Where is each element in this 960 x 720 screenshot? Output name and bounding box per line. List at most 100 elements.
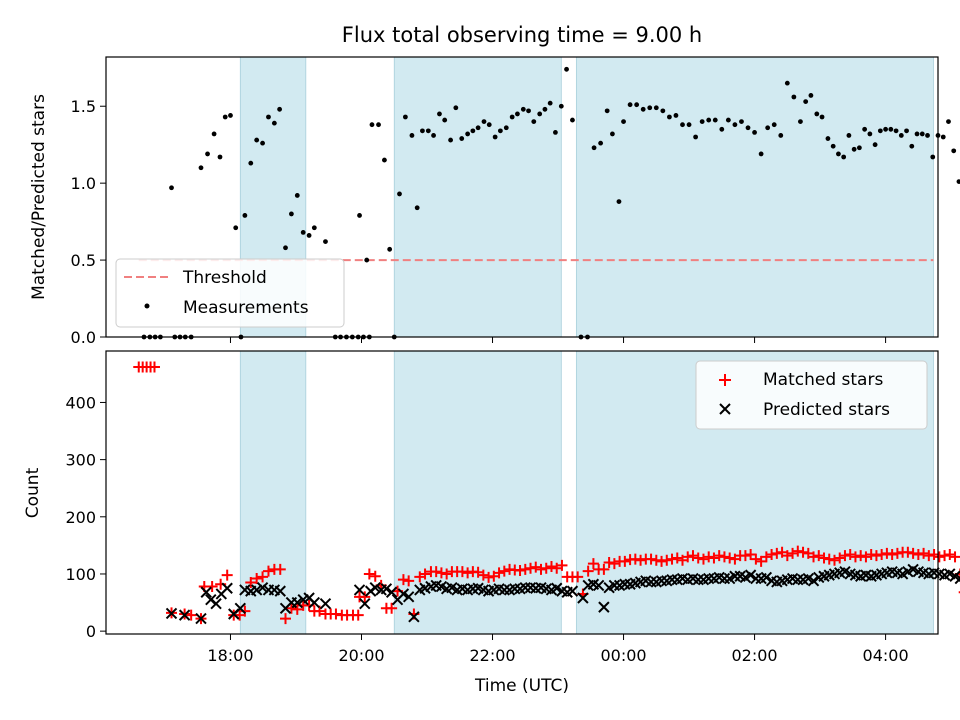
bottom-legend: Matched stars Predicted stars — [695, 360, 928, 430]
matched-star-point — [739, 550, 751, 562]
measurement-point — [846, 133, 852, 138]
matched-star-point — [823, 553, 835, 565]
matched-star-point — [828, 554, 840, 566]
measurement-point — [739, 119, 744, 125]
x-tick-label: 22:00 — [469, 646, 515, 665]
legend-threshold-label: Threshold — [182, 268, 267, 288]
matched-star-point — [724, 552, 736, 564]
predicted-star-point — [359, 597, 371, 610]
predicted-star-point — [498, 584, 511, 596]
matched-star-point — [441, 568, 453, 580]
matched-star-point — [708, 552, 720, 564]
matched-star-point — [687, 550, 699, 562]
measurement-point — [465, 131, 471, 137]
measurement-point — [323, 239, 328, 245]
top-legend: Threshold Measurements — [115, 258, 345, 328]
x-tick-label: 02:00 — [732, 646, 778, 665]
legend-measurements-label: Measurements — [183, 298, 309, 318]
measurement-point — [888, 126, 894, 132]
top-y-tick-label: 0.5 — [71, 251, 96, 270]
measurement-point — [492, 134, 498, 140]
chart-title: Flux total observing time = 9.00 h — [342, 23, 702, 47]
measurement-point — [198, 165, 204, 171]
matched-star-point — [839, 550, 851, 562]
matched-star-point — [330, 608, 342, 620]
x-tick-label: 20:00 — [338, 646, 384, 665]
measurement-point — [254, 137, 260, 143]
predicted-star-point — [397, 588, 410, 600]
measurement-point — [558, 103, 564, 109]
measurement-point — [904, 128, 909, 134]
predicted-star-point — [718, 572, 731, 585]
matched-star-point — [514, 565, 526, 577]
measurement-point — [951, 148, 957, 154]
matched-star-point — [535, 563, 547, 575]
measurement-point — [745, 125, 751, 131]
measurement-point — [771, 122, 777, 128]
matched-star-point — [369, 570, 381, 582]
measurement-point — [673, 113, 679, 118]
matched-star-point — [666, 553, 678, 565]
top-panel: 0.0 0.5 1.0 1.5 Matched/Predicted stars Thr… — [29, 56, 960, 347]
predicted-star-point — [954, 572, 960, 585]
predicted-star-point — [598, 601, 610, 613]
matched-star-point — [844, 549, 856, 561]
measurement-point — [598, 140, 604, 146]
matched-star-point — [933, 551, 945, 563]
measurement-point — [925, 133, 930, 138]
measurement-point — [376, 122, 381, 128]
measurement-point — [798, 119, 803, 125]
measurement-point — [621, 119, 626, 125]
measurement-point — [732, 122, 738, 128]
measurement-point — [706, 117, 712, 123]
measurement-point — [712, 117, 718, 123]
matched-star-point — [352, 609, 364, 621]
matched-star-point — [870, 550, 882, 562]
matched-star-point — [949, 551, 960, 563]
measurement-point — [222, 114, 228, 120]
matched-star-point — [671, 552, 683, 564]
predicted-star-point — [210, 597, 222, 610]
measurement-point — [778, 133, 784, 138]
measurement-point — [914, 131, 920, 137]
predicted-star-point — [655, 575, 668, 587]
matched-star-point — [314, 605, 326, 617]
matched-star-point — [456, 566, 468, 578]
measurement-point — [752, 129, 757, 135]
predicted-star-point — [234, 602, 247, 614]
measurement-point — [803, 99, 809, 105]
measurement-point — [627, 102, 633, 108]
measurement-point — [537, 111, 543, 117]
bottom-y-axis-label: Count — [23, 467, 43, 518]
measurement-point — [640, 106, 646, 112]
predicted-star-point — [592, 579, 605, 592]
measurement-point — [497, 128, 503, 134]
measurement-point — [862, 126, 868, 132]
predicted-star-point — [519, 581, 531, 594]
measurement-point — [693, 134, 699, 140]
observing-window-band — [393, 56, 562, 338]
predicted-star-point — [408, 611, 420, 623]
matched-star-point — [682, 551, 694, 563]
predicted-star-point — [402, 591, 415, 603]
matched-star-point — [280, 613, 292, 625]
matched-star-point — [818, 552, 830, 564]
matched-star-point — [886, 549, 898, 561]
matched-star-point — [598, 563, 610, 575]
matched-star-point — [477, 569, 489, 581]
measurement-point — [930, 154, 936, 160]
measurement-point — [300, 229, 306, 235]
measurement-point — [266, 114, 271, 120]
x-tick-label: 04:00 — [863, 646, 909, 665]
top-legend-box — [115, 258, 345, 328]
measurement-point — [425, 128, 431, 134]
matched-star-point — [582, 565, 594, 577]
matched-star-point — [808, 551, 820, 563]
bottom-y-tick-label: 300 — [65, 451, 96, 470]
matched-star-point — [923, 550, 935, 562]
predicted-star-point — [385, 586, 398, 598]
matched-star-point — [865, 549, 877, 561]
bottom-x-axis-ticks: 18:00 20:00 22:00 00:00 02:00 04:00 — [207, 634, 909, 665]
measurement-point — [453, 105, 459, 111]
matched-star-point — [148, 361, 160, 373]
